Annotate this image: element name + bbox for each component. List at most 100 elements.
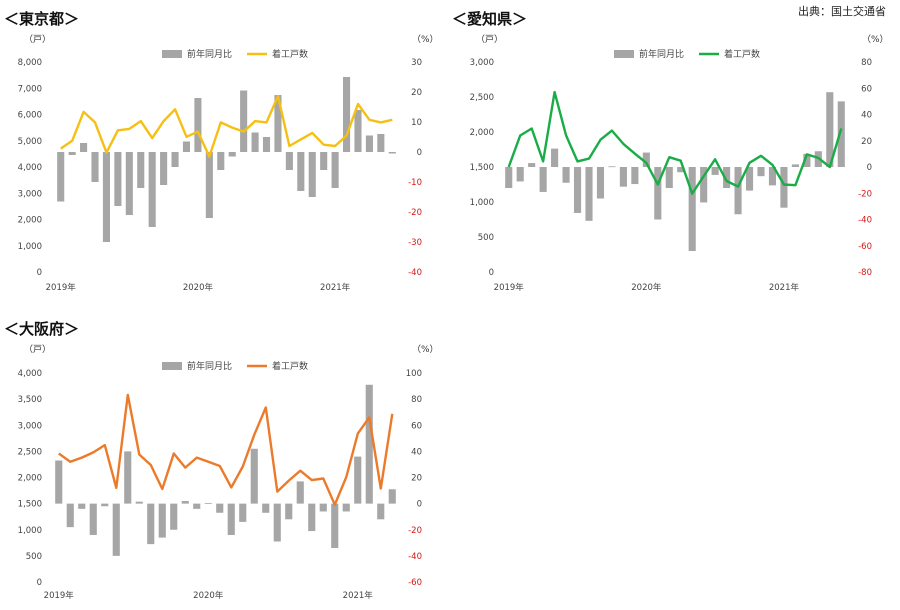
right-axis-tick: -60 [858, 242, 872, 252]
bar-yoy [331, 152, 339, 188]
bar-yoy [204, 502, 212, 504]
bar-yoy [239, 503, 247, 522]
bar-yoy [342, 503, 350, 512]
right-axis-tick: 20 [861, 137, 872, 147]
left-axis-tick: 0 [489, 268, 494, 278]
bar-yoy [319, 503, 327, 512]
bar-yoy [803, 153, 811, 167]
bar-yoy [688, 167, 696, 251]
legend-bar-label: 前年同月比 [639, 48, 684, 60]
source-note: 出典：国土交通省 [798, 5, 886, 18]
legend-bar-label: 前年同月比 [187, 48, 232, 60]
chart-title-osaka: ＜大阪府＞ [4, 320, 80, 338]
right-axis-tick: 20 [411, 88, 422, 98]
bar-yoy [262, 137, 271, 152]
bar-yoy [66, 503, 74, 528]
bar-yoy [80, 143, 88, 152]
left-axis-tick: 3,000 [470, 58, 494, 68]
left-axis-tick: 5,000 [18, 137, 42, 147]
bar-yoy [320, 152, 328, 170]
left-axis-tick: 4,000 [18, 369, 42, 379]
bar-yoy [619, 167, 627, 187]
left-axis-tick: 0 [37, 578, 42, 588]
left-axis-tick: 3,500 [18, 395, 42, 405]
left-axis-tick: 2,000 [18, 216, 42, 226]
line-starts [507, 90, 843, 195]
right-axis-tick: 0 [417, 148, 422, 158]
bar-yoy [262, 503, 270, 513]
bar-yoy [170, 503, 178, 530]
bar-yoy [608, 166, 616, 168]
bar-yoy [273, 503, 281, 542]
left-axis-tick: 2,500 [470, 93, 494, 103]
left-axis-tick: 500 [478, 233, 494, 243]
bar-yoy [250, 448, 258, 504]
right-axis-unit: （%） [412, 34, 439, 45]
line-starts [60, 94, 393, 158]
bar-yoy [745, 167, 754, 191]
x-axis-label: 2020年 [631, 282, 662, 293]
left-axis-tick: 1,000 [18, 526, 42, 536]
right-axis-tick: -20 [408, 526, 422, 536]
legend-bar-swatch [162, 50, 182, 58]
bar-yoy [205, 152, 213, 218]
bar-yoy [826, 92, 834, 167]
legend-line-label: 着工戸数 [272, 48, 308, 60]
bar-yoy [124, 451, 132, 504]
bar-yoy [228, 152, 236, 157]
x-axis-label: 2019年 [46, 282, 77, 293]
bar-yoy [308, 152, 316, 197]
bar-yoy [251, 132, 259, 152]
bar-yoy [343, 77, 351, 152]
right-axis-tick: 80 [411, 395, 422, 405]
line-starts [58, 393, 394, 506]
bar-yoy [112, 503, 120, 556]
right-axis-tick: -60 [408, 578, 422, 588]
right-axis-tick: 10 [411, 118, 422, 128]
bar-yoy [78, 503, 86, 509]
left-axis-tick: 1,500 [18, 500, 42, 510]
bar-yoy [55, 460, 63, 504]
left-axis-tick: 7,000 [18, 84, 42, 94]
right-axis-tick: 40 [861, 111, 872, 121]
bar-yoy [354, 110, 362, 152]
bar-yoy [285, 152, 293, 170]
bar-yoy [791, 164, 799, 167]
chart-title-aichi: ＜愛知県＞ [452, 10, 528, 28]
left-axis-tick: 1,500 [470, 163, 494, 173]
right-axis-tick: -30 [408, 238, 422, 248]
bar-yoy [677, 167, 685, 173]
bar-yoy [148, 152, 156, 227]
right-axis-tick: -10 [408, 178, 422, 188]
bar-yoy [68, 152, 76, 155]
bar-yoy [539, 167, 547, 192]
bar-yoy [194, 98, 202, 152]
right-axis-tick: -40 [408, 268, 422, 278]
x-axis-label: 2021年 [769, 282, 800, 293]
legend-line-label: 着工戸数 [724, 48, 760, 60]
bar-yoy [125, 152, 133, 215]
bar-yoy [182, 141, 191, 152]
bar-yoy [562, 167, 570, 183]
right-axis-unit: （%） [412, 344, 439, 355]
bar-yoy [780, 167, 788, 208]
bar-yoy [516, 167, 524, 182]
bar-yoy [160, 152, 168, 185]
bar-yoy [377, 503, 385, 520]
left-axis-tick: 8,000 [18, 58, 42, 68]
bar-yoy [137, 152, 145, 188]
right-axis-tick: -40 [858, 216, 872, 226]
bar-yoy [654, 167, 662, 220]
legend-line-label: 着工戸数 [272, 360, 308, 372]
bar-yoy [700, 167, 708, 203]
left-axis-tick: 2,500 [18, 447, 42, 457]
right-axis-tick: 100 [406, 369, 422, 379]
bar-yoy [596, 167, 605, 199]
bar-yoy [665, 167, 673, 188]
bar-yoy [217, 152, 225, 170]
bar-yoy [551, 148, 559, 167]
x-axis-label: 2019年 [44, 590, 75, 601]
bar-yoy [837, 101, 845, 167]
